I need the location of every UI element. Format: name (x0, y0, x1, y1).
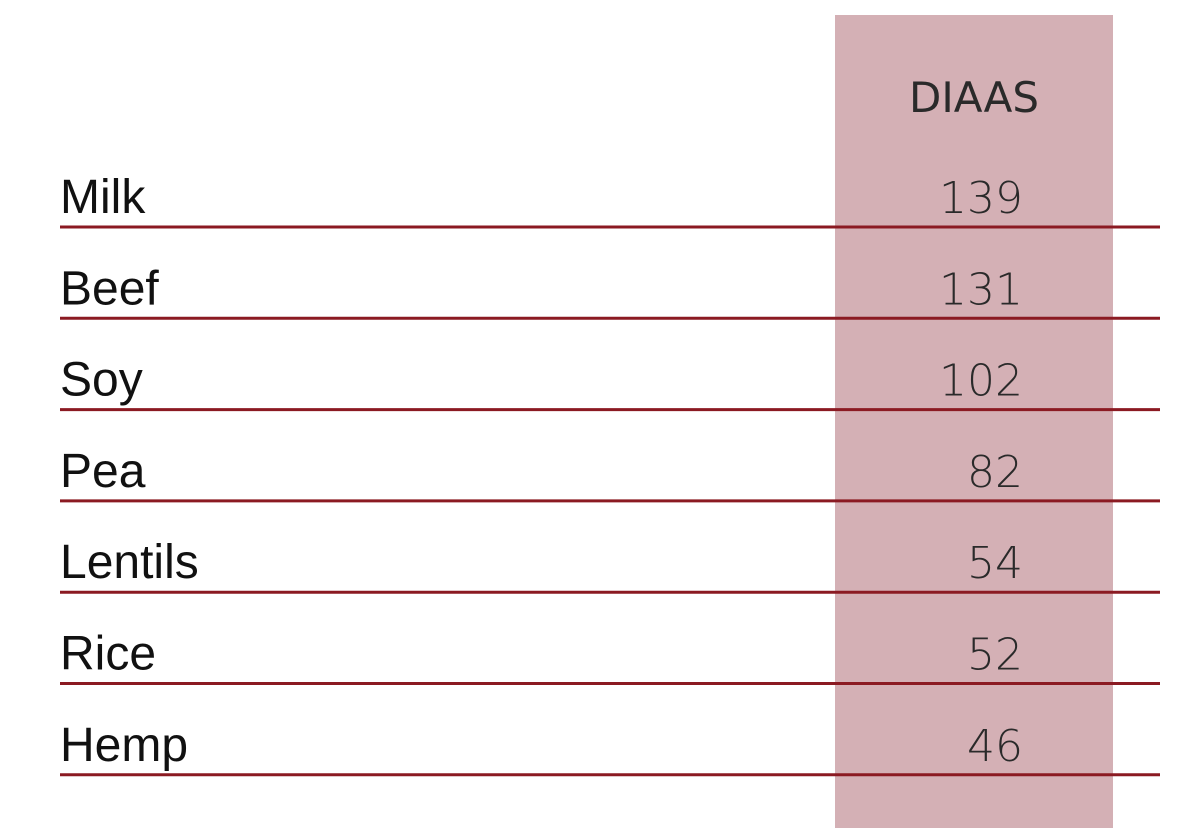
row-label: Milk (60, 171, 146, 224)
row-label: Beef (60, 262, 159, 315)
row-label: Hemp (60, 719, 188, 772)
row-label: Pea (60, 445, 146, 498)
row-value: 54 (967, 538, 1023, 589)
row-value: 102 (939, 356, 1023, 407)
row-value: 131 (939, 264, 1023, 315)
row-value: 46 (967, 721, 1023, 772)
row-value: 139 (939, 173, 1023, 224)
column-header: DIAAS (909, 73, 1039, 122)
row-label: Lentils (60, 536, 199, 589)
row-label: Rice (60, 628, 156, 681)
row-label: Soy (60, 354, 143, 407)
row-value: 82 (967, 447, 1023, 498)
row-value: 52 (967, 630, 1023, 681)
column-highlight (835, 15, 1113, 828)
